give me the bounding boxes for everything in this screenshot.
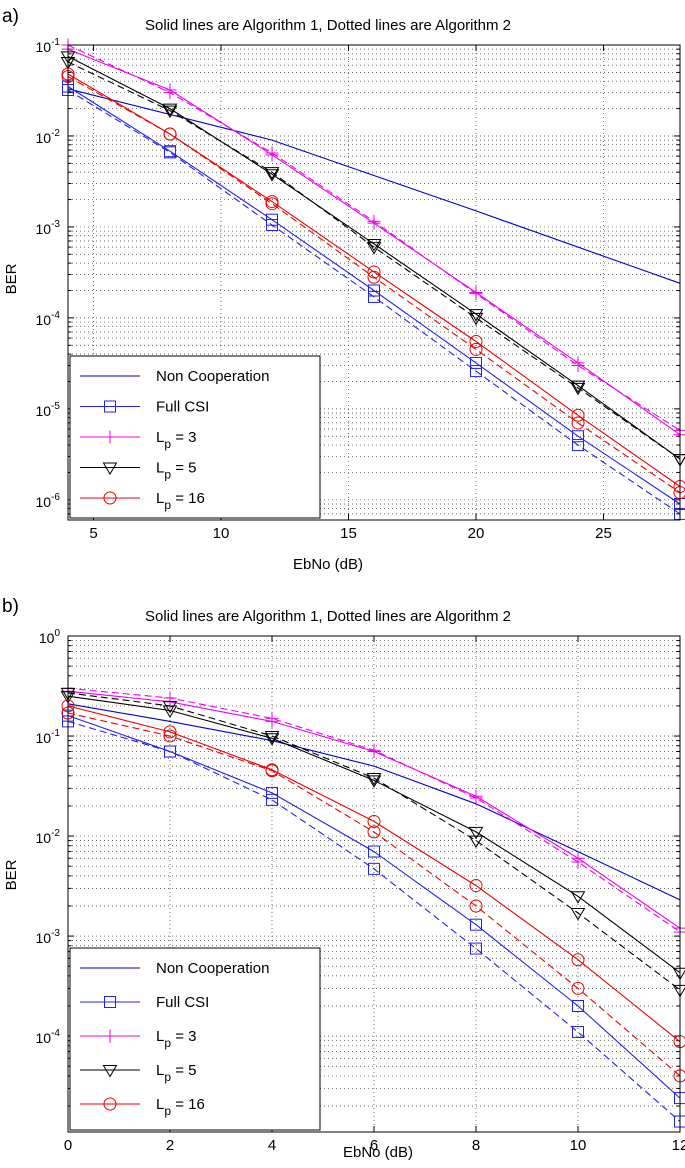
chart-title: Solid lines are Algorithm 1, Dotted line… (145, 17, 511, 34)
y-tick-label: 10-1 (36, 37, 61, 55)
y-tick-label: 10-2 (36, 828, 61, 846)
x-tick-label: 4 (268, 1137, 276, 1154)
legend-label: Full CSI (156, 399, 209, 416)
y-tick-label: 10-2 (36, 128, 61, 146)
y-tick-label: 10-6 (36, 492, 61, 510)
data-point-triangle-down (674, 968, 685, 979)
data-point-plus (368, 744, 381, 757)
legend-label: Non Cooperation (156, 368, 269, 385)
legend-label: Non Cooperation (156, 960, 269, 977)
data-point-triangle-down (674, 985, 685, 996)
series-lp3-alg1 (62, 685, 685, 935)
y-tick-label: 10-1 (36, 728, 61, 746)
y-tick-label: 10-4 (36, 310, 61, 328)
panel-label: b) (2, 596, 19, 617)
series-line (68, 693, 680, 990)
data-point-triangle-down (572, 909, 585, 920)
y-axis-label: BER (3, 263, 20, 294)
x-axis-label: EbNo (dB) (293, 556, 363, 573)
x-tick-label: 0 (64, 1137, 72, 1154)
y-tick-label: 100 (39, 628, 61, 646)
panel-a: a) Solid lines are Algorithm 1, Dotted l… (2, 6, 685, 573)
y-tick-label: 10-5 (36, 401, 61, 419)
x-tick-label: 25 (595, 525, 612, 542)
data-point-plus (572, 359, 585, 372)
panel-label: a) (2, 6, 19, 27)
legend-label: Full CSI (156, 994, 209, 1011)
panel-b: b) Solid lines are Algorithm 1, Dotted l… (2, 596, 685, 1161)
x-tick-label: 20 (468, 525, 485, 542)
x-tick-label: 10 (213, 525, 230, 542)
series-lp5-alg1 (62, 692, 685, 980)
data-point-plus (572, 856, 585, 869)
series-lp3-alg2 (62, 682, 685, 939)
x-tick-label: 6 (370, 1137, 378, 1154)
series-line (68, 696, 680, 973)
chart-title: Solid lines are Algorithm 1, Dotted line… (145, 608, 511, 625)
x-tick-label: 5 (89, 525, 97, 542)
x-tick-label: 15 (340, 525, 357, 542)
y-axis-label: BER (3, 859, 20, 890)
x-tick-label: 8 (472, 1137, 480, 1154)
y-tick-label: 10-4 (36, 1028, 61, 1046)
y-tick-label: 10-3 (36, 219, 61, 237)
x-tick-label: 10 (570, 1137, 587, 1154)
y-tick-label: 10-3 (36, 928, 61, 946)
x-tick-label: 12 (672, 1137, 685, 1154)
x-tick-label: 2 (166, 1137, 174, 1154)
